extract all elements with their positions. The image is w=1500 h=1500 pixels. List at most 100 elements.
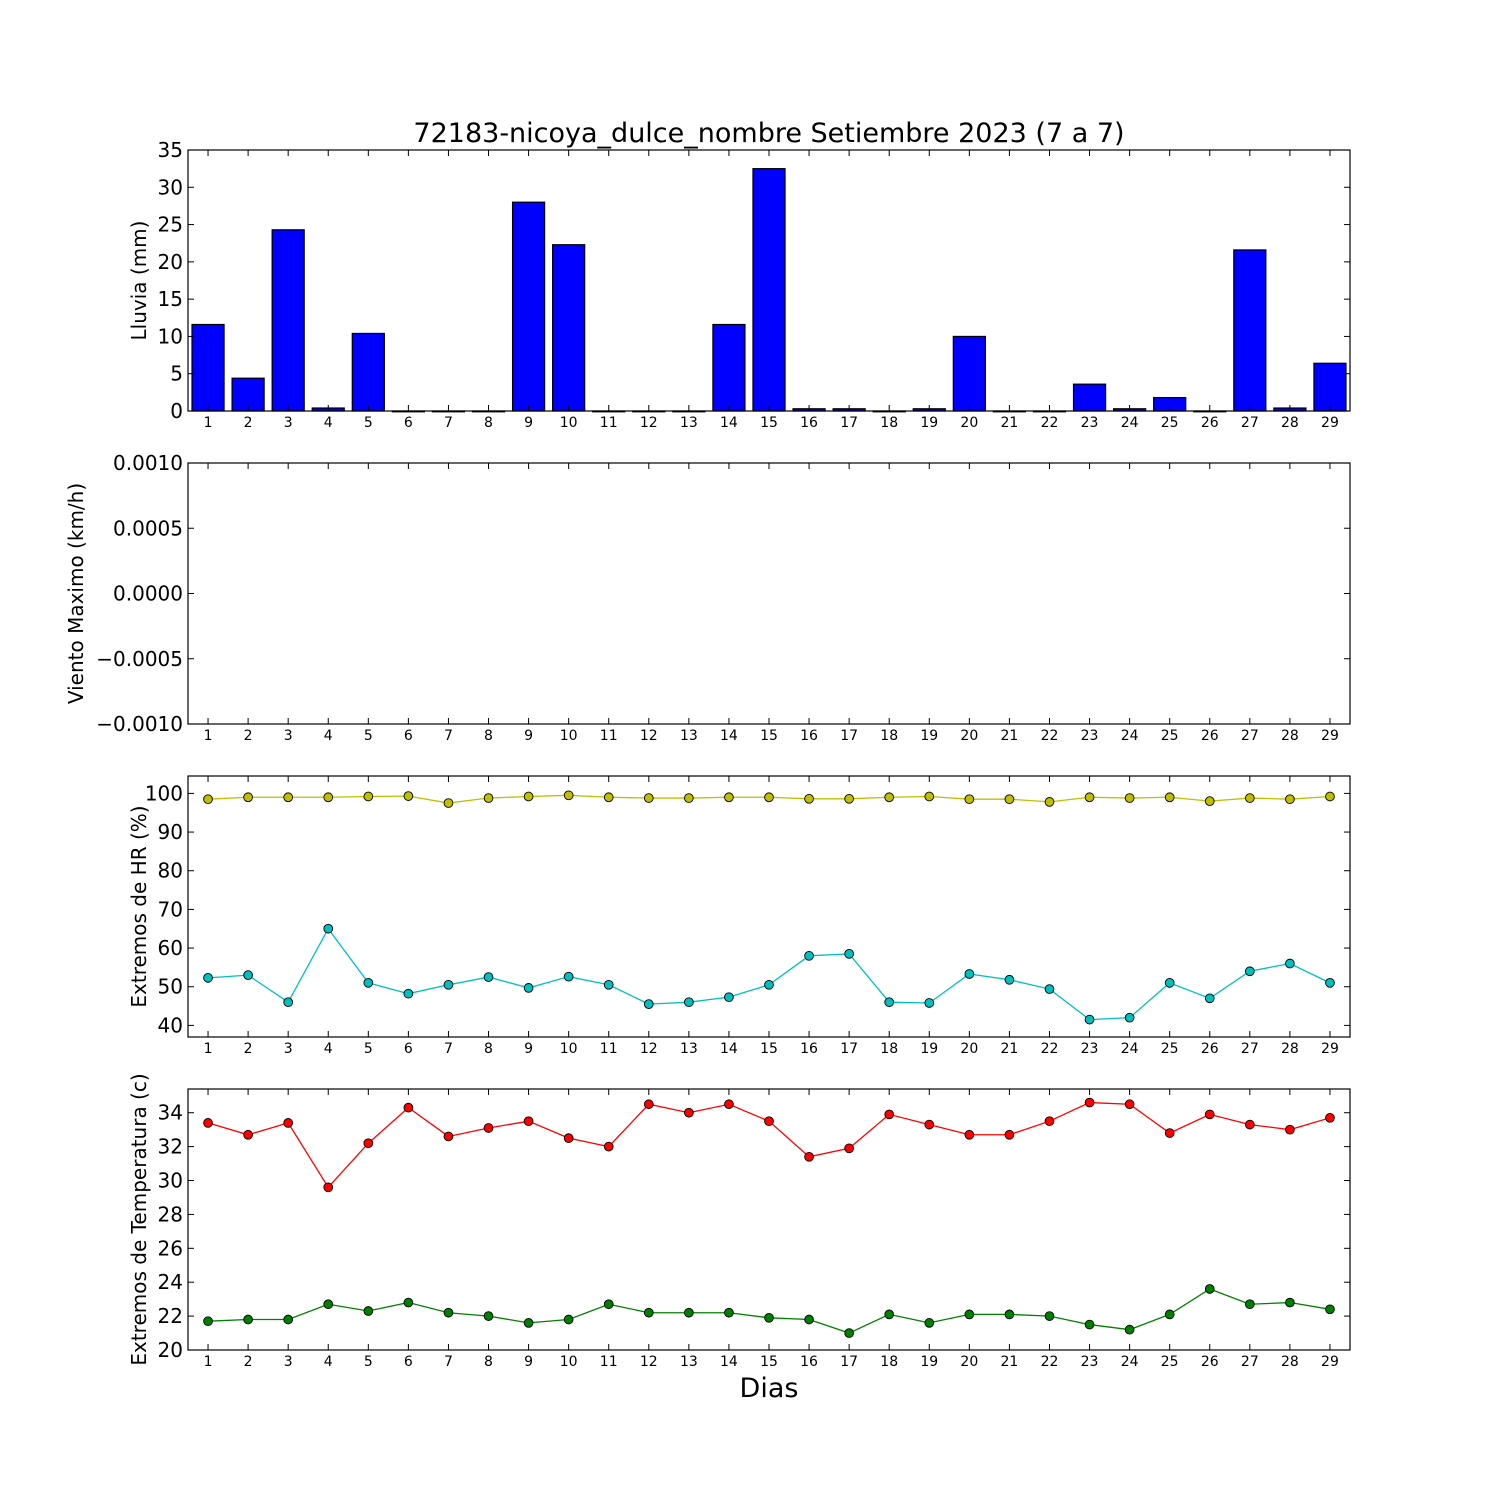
x-tick-label: 20 [960, 1354, 978, 1370]
x-tick-label: 15 [760, 728, 778, 744]
x-tick-label: 1 [204, 1354, 213, 1370]
x-tick-label: 4 [324, 728, 333, 744]
x-tick-label: 10 [560, 728, 578, 744]
x-tick-label: 12 [640, 1041, 658, 1057]
data-point [323, 792, 334, 803]
data-point [363, 1306, 374, 1316]
data-point [643, 793, 654, 803]
x-tick-label: 13 [680, 1041, 698, 1057]
x-tick-label: 28 [1281, 1041, 1299, 1057]
x-tick-label: 19 [920, 415, 938, 431]
data-point [1164, 1128, 1175, 1138]
data-point [483, 793, 494, 803]
bar [952, 335, 986, 412]
data-point [1044, 797, 1055, 807]
data-point [1244, 966, 1255, 977]
x-tick-label: 22 [1041, 415, 1059, 431]
x-tick-label: 2 [244, 415, 253, 431]
x-tick-label: 3 [284, 1041, 293, 1057]
data-point [643, 999, 654, 1009]
data-point [283, 997, 294, 1008]
y-tick-label: 10 [158, 324, 183, 348]
y-tick-label: 0.0010 [113, 451, 183, 475]
y-axis-label: Extremos de Temperatura (c) [127, 1073, 151, 1365]
x-tick-label: 18 [880, 728, 898, 744]
data-point [764, 792, 774, 803]
data-point [283, 792, 294, 803]
data-point [1004, 1129, 1015, 1140]
data-point [1244, 1119, 1255, 1130]
data-point [203, 1118, 213, 1128]
y-tick-label: 32 [158, 1135, 183, 1159]
x-tick-label: 27 [1241, 415, 1259, 431]
data-point [283, 1314, 294, 1325]
bar [552, 244, 586, 412]
x-tick-label: 17 [840, 1041, 858, 1057]
data-point [443, 1307, 454, 1318]
x-tick-label: 29 [1321, 728, 1339, 744]
data-point [804, 1151, 814, 1162]
x-tick-label: 1 [204, 728, 213, 744]
data-point [1084, 1014, 1095, 1025]
data-point [724, 992, 734, 1003]
data-point [684, 793, 694, 803]
bar [351, 332, 385, 412]
x-tick-label: 10 [560, 415, 578, 431]
x-tick-label: 4 [324, 1354, 333, 1370]
data-point [924, 998, 935, 1008]
x-tick-label: 20 [960, 1041, 978, 1057]
data-point [603, 979, 614, 990]
data-point [1164, 1309, 1175, 1320]
data-point [1084, 1319, 1095, 1330]
x-tick-label: 18 [880, 1354, 898, 1370]
data-point [203, 972, 213, 983]
data-point [403, 1297, 414, 1308]
x-tick-label: 25 [1161, 1041, 1179, 1057]
y-tick-label: 28 [158, 1202, 183, 1226]
series-group [191, 168, 1347, 413]
data-point [964, 1309, 975, 1320]
data-point [603, 1141, 614, 1152]
x-tick-label: 9 [524, 728, 533, 744]
figure-title: 72183-nicoya_dulce_nombre Setiembre 2023… [413, 118, 1124, 149]
y-tick-label: −0.0005 [96, 647, 183, 671]
data-point [684, 997, 694, 1008]
x-tick-label: 3 [284, 728, 293, 744]
y-tick-label: 100 [145, 781, 183, 805]
data-point [804, 793, 814, 804]
x-tick-label: 3 [284, 1354, 293, 1370]
data-point [563, 971, 574, 982]
x-tick-label: 8 [484, 1354, 493, 1370]
x-tick-label: 18 [880, 1041, 898, 1057]
x-tick-label: 12 [640, 415, 658, 431]
data-point [1124, 1324, 1135, 1335]
data-point [764, 1116, 774, 1127]
data-point [1044, 1116, 1055, 1127]
bar [712, 323, 746, 412]
x-tick-label: 26 [1201, 1041, 1219, 1057]
y-axis-label: Extremos de HR (%) [127, 805, 151, 1007]
x-tick-label: 8 [484, 415, 493, 431]
x-tick-label: 25 [1161, 1354, 1179, 1370]
data-point [684, 1107, 694, 1118]
x-tick-label: 2 [244, 1354, 253, 1370]
y-axis-label: Lluvia (mm) [127, 221, 151, 341]
data-point [443, 979, 454, 990]
x-tick-label: 24 [1121, 1041, 1139, 1057]
data-point [323, 1182, 334, 1193]
x-tick-label: 12 [640, 1354, 658, 1370]
data-point [1084, 1097, 1095, 1108]
x-tick-label: 17 [840, 1354, 858, 1370]
x-tick-label: 4 [324, 1041, 333, 1057]
data-point [443, 798, 454, 808]
data-point [363, 1138, 374, 1149]
x-tick-label: 1 [204, 1041, 213, 1057]
y-tick-label: 0 [170, 399, 183, 423]
x-tick-label: 13 [680, 415, 698, 431]
x-tick-label: 1 [204, 415, 213, 431]
x-tick-label: 24 [1121, 728, 1139, 744]
data-point [1325, 1304, 1335, 1315]
